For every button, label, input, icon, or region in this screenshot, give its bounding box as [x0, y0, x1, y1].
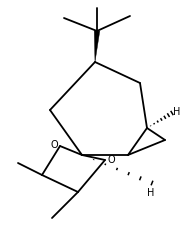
- Text: H: H: [173, 107, 180, 117]
- Polygon shape: [94, 31, 100, 62]
- Text: O: O: [50, 140, 58, 150]
- Text: H: H: [147, 188, 155, 198]
- Text: O: O: [107, 155, 115, 165]
